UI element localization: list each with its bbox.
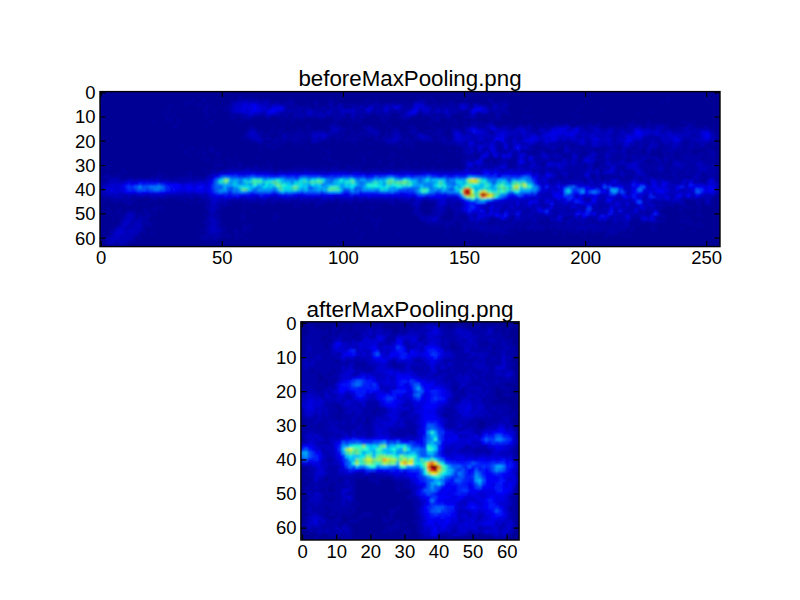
svg-text:20: 20 xyxy=(75,131,96,152)
svg-text:30: 30 xyxy=(75,155,96,176)
svg-text:30: 30 xyxy=(395,541,416,562)
svg-text:50: 50 xyxy=(75,203,96,224)
svg-text:100: 100 xyxy=(328,247,359,268)
svg-text:0: 0 xyxy=(85,82,95,103)
svg-text:10: 10 xyxy=(276,347,297,368)
svg-text:30: 30 xyxy=(276,415,297,436)
svg-text:50: 50 xyxy=(463,541,484,562)
svg-text:50: 50 xyxy=(212,247,233,268)
svg-text:0: 0 xyxy=(297,541,307,562)
svg-text:40: 40 xyxy=(75,179,96,200)
svg-text:150: 150 xyxy=(449,247,480,268)
svg-text:60: 60 xyxy=(497,541,518,562)
svg-text:0: 0 xyxy=(96,247,106,268)
svg-text:beforeMaxPooling.png: beforeMaxPooling.png xyxy=(298,66,521,91)
svg-text:40: 40 xyxy=(429,541,450,562)
svg-text:afterMaxPooling.png: afterMaxPooling.png xyxy=(306,297,513,322)
svg-text:50: 50 xyxy=(276,483,297,504)
svg-text:200: 200 xyxy=(570,247,601,268)
svg-text:250: 250 xyxy=(691,247,722,268)
svg-text:0: 0 xyxy=(286,313,296,334)
svg-text:10: 10 xyxy=(326,541,347,562)
svg-text:60: 60 xyxy=(276,517,297,538)
svg-text:10: 10 xyxy=(75,106,96,127)
svg-text:60: 60 xyxy=(75,228,96,249)
svg-text:20: 20 xyxy=(361,541,382,562)
svg-text:40: 40 xyxy=(276,449,297,470)
svg-text:20: 20 xyxy=(276,381,297,402)
